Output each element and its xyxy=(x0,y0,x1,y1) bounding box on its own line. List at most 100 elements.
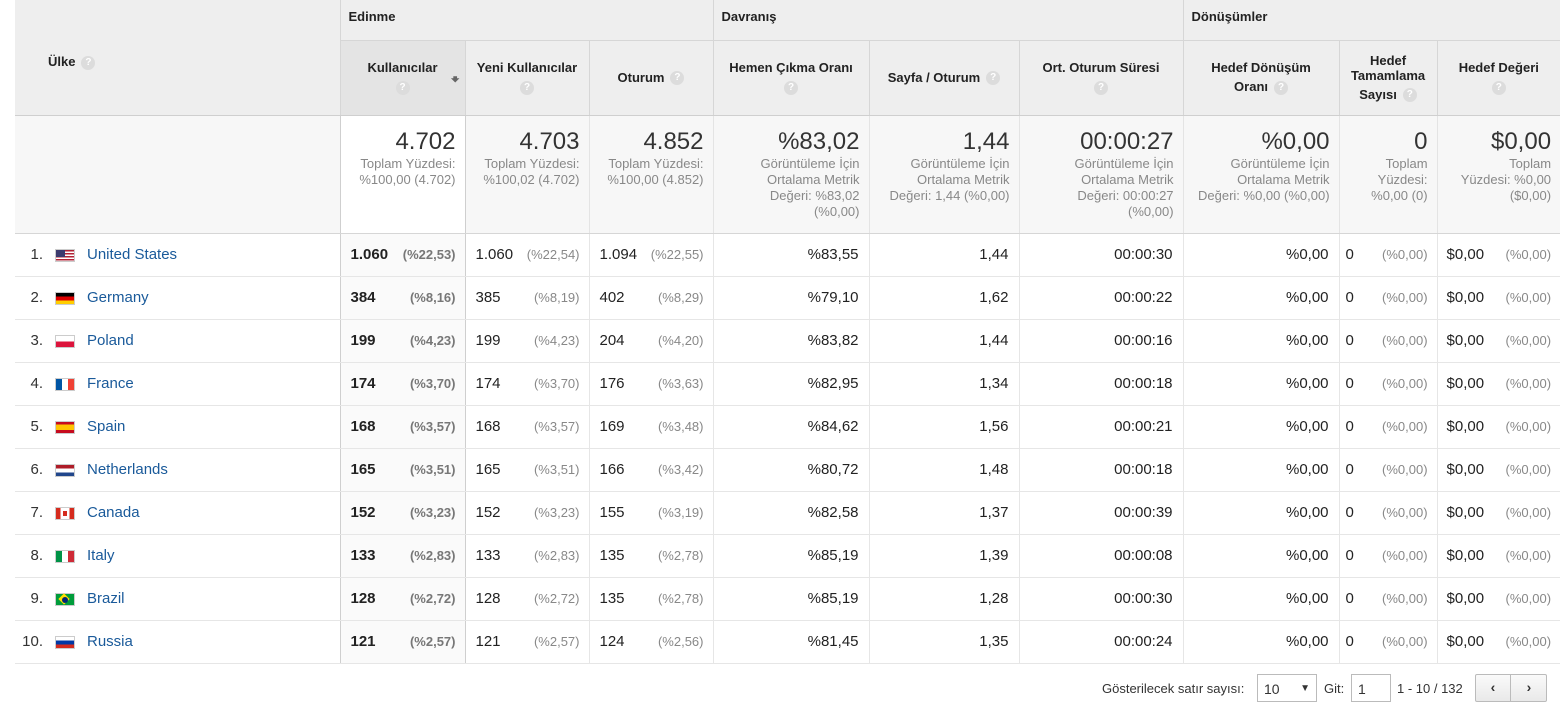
goal-completions-value: 0 xyxy=(1345,461,1354,478)
goto-page-input[interactable]: 1 xyxy=(1351,674,1391,702)
total-pages-per-session: 1,44 Görüntüleme İçin Ortalama Metrik De… xyxy=(868,115,1019,234)
bounce-rate-cell: %85,19 xyxy=(712,534,869,578)
country-link[interactable]: Germany xyxy=(87,289,149,306)
pages-per-session-cell: 1,34 xyxy=(868,362,1019,406)
goal-completions-percent: (%0,00) xyxy=(1382,548,1428,563)
table-row: 7. Canada 152 (%3,23) 152 (%3,23) 155 (%3,19) %8… xyxy=(15,491,1560,535)
goal-value-value: $0,00 xyxy=(1446,633,1485,650)
country-link[interactable]: Spain xyxy=(87,418,126,435)
sessions-value: 176 xyxy=(599,375,625,392)
goal-value-cell: $0,00 (%0,00) xyxy=(1436,405,1560,449)
sessions-value: 169 xyxy=(599,418,625,435)
country-link[interactable]: United States xyxy=(87,246,178,263)
column-header-goal-value[interactable]: Hedef Değeri ? xyxy=(1436,40,1560,116)
new-users-percent: (%22,54) xyxy=(526,247,580,262)
new-users-percent: (%2,57) xyxy=(533,634,580,649)
chevron-right-icon: › xyxy=(1526,679,1532,695)
users-cell: 384 (%8,16) xyxy=(339,276,466,320)
rows-per-page-select[interactable]: 10 ▼ xyxy=(1257,674,1317,702)
new-users-cell: 168 (%3,57) xyxy=(464,405,589,449)
country-link[interactable]: Canada xyxy=(87,504,140,521)
rows-per-page-value: 10 xyxy=(1264,681,1280,697)
total-sub: Değeri: 00:00:27 xyxy=(1077,187,1174,203)
avg-session-duration-cell: 00:00:22 xyxy=(1018,276,1184,320)
goal-value-cell: $0,00 (%0,00) xyxy=(1436,577,1560,621)
bounce-rate-cell: %85,19 xyxy=(712,577,869,621)
avg-session-duration-cell: 00:00:08 xyxy=(1018,534,1184,578)
country-header[interactable]: Ülke? xyxy=(15,0,340,116)
help-icon[interactable]: ? xyxy=(1491,81,1506,95)
users-cell: 152 (%3,23) xyxy=(339,491,466,535)
total-sub: Toplam Yüzdesi: xyxy=(360,155,456,171)
users-value: 165 xyxy=(350,461,376,478)
flag-nl-icon xyxy=(55,463,75,477)
help-icon[interactable]: ? xyxy=(81,55,96,70)
flag-br-icon xyxy=(55,592,75,606)
goal-value-percent: (%0,00) xyxy=(1505,634,1552,649)
country-link[interactable]: Russia xyxy=(87,633,133,650)
rows-per-page-label: Gösterilecek satır sayısı: xyxy=(1102,681,1245,696)
country-link[interactable]: Netherlands xyxy=(87,461,168,478)
country-link[interactable]: Brazil xyxy=(87,590,125,607)
help-icon[interactable]: ? xyxy=(1274,80,1289,95)
flag-us-icon xyxy=(55,248,75,262)
users-value: 121 xyxy=(350,633,376,650)
next-page-button[interactable]: › xyxy=(1512,675,1546,701)
users-cell: 1.060 (%22,53) xyxy=(339,233,466,277)
goal-completions-cell: 0 (%0,00) xyxy=(1338,319,1438,363)
sessions-percent: (%8,29) xyxy=(657,290,704,305)
column-header-goal-completions[interactable]: Hedef Tamamlama Sayısı? xyxy=(1338,40,1438,116)
column-header-goal-conversion-rate[interactable]: Hedef Dönüşüm Oranı? xyxy=(1182,40,1340,116)
previous-page-button[interactable]: ‹ xyxy=(1476,675,1511,701)
column-header-bounce-rate[interactable]: Hemen Çıkma Oranı ? xyxy=(712,40,869,116)
column-header-sessions[interactable]: Oturum? xyxy=(588,40,713,116)
column-label-goal-conv-rate-line1: Hedef Dönüşüm xyxy=(1211,60,1311,76)
table-row: 2. Germany 384 (%8,16) 385 (%8,19) 402 (%8,29)%… xyxy=(15,276,1560,320)
total-sub: Görüntüleme İçin xyxy=(910,155,1010,171)
users-cell: 165 (%3,51) xyxy=(339,448,466,492)
help-icon[interactable]: ? xyxy=(395,81,410,95)
help-icon[interactable]: ? xyxy=(784,81,798,95)
new-users-cell: 174 (%3,70) xyxy=(464,362,589,406)
goal-value-value: $0,00 xyxy=(1446,246,1485,263)
column-header-pages-per-session[interactable]: Sayfa / Oturum? xyxy=(868,40,1019,116)
total-sub: %0,00 (0) xyxy=(1371,187,1428,203)
table-row: 4. France 174 (%3,70) 174 (%3,70) 176 (%3,63) %8… xyxy=(15,362,1560,406)
column-label-sessions: Oturum xyxy=(617,69,665,85)
total-new-users: 4.703 Toplam Yüzdesi: %100,02 (4.702) xyxy=(464,115,589,234)
country-header-label: Ülke xyxy=(48,53,76,69)
country-link[interactable]: Italy xyxy=(87,547,115,564)
total-value: 00:00:27 xyxy=(1080,127,1174,155)
group-acquisition: Edinme xyxy=(339,0,713,41)
help-icon[interactable]: ? xyxy=(520,81,534,95)
help-icon[interactable]: ? xyxy=(1402,88,1417,103)
avg-session-duration-cell: 00:00:18 xyxy=(1018,448,1184,492)
column-header-new-users[interactable]: Yeni Kullanıcılar ? xyxy=(464,40,589,116)
help-icon[interactable]: ? xyxy=(986,71,1001,86)
new-users-cell: 152 (%3,23) xyxy=(464,491,589,535)
users-value: 384 xyxy=(350,289,376,306)
goal-value-cell: $0,00 (%0,00) xyxy=(1436,620,1560,664)
bounce-rate-cell: %79,10 xyxy=(712,276,869,320)
column-label-goal-value: Hedef Değeri xyxy=(1458,60,1539,75)
sessions-value: 155 xyxy=(599,504,625,521)
country-link[interactable]: Poland xyxy=(87,332,134,349)
users-percent: (%3,57) xyxy=(409,419,456,434)
country-link[interactable]: France xyxy=(87,375,134,392)
help-icon[interactable]: ? xyxy=(1094,81,1109,95)
pages-per-session-cell: 1,44 xyxy=(868,233,1019,277)
new-users-percent: (%3,23) xyxy=(533,505,580,520)
sessions-cell: 204 (%4,20) xyxy=(588,319,713,363)
goal-value-value: $0,00 xyxy=(1446,289,1485,306)
users-value: 174 xyxy=(350,375,376,392)
goal-completions-percent: (%0,00) xyxy=(1382,247,1428,262)
sort-arrow-down-icon[interactable]: 🠻 xyxy=(450,70,460,87)
goal-value-cell: $0,00 (%0,00) xyxy=(1436,233,1560,277)
goal-conversion-rate-cell: %0,00 xyxy=(1182,405,1340,449)
users-cell: 128 (%2,72) xyxy=(339,577,466,621)
column-header-users[interactable]: Kullanıcılar ? 🠻 xyxy=(339,40,465,116)
column-header-avg-session-duration[interactable]: Ort. Oturum Süresi ? xyxy=(1018,40,1184,116)
goal-value-percent: (%0,00) xyxy=(1505,419,1552,434)
help-icon[interactable]: ? xyxy=(670,71,685,86)
pages-per-session-cell: 1,62 xyxy=(868,276,1019,320)
